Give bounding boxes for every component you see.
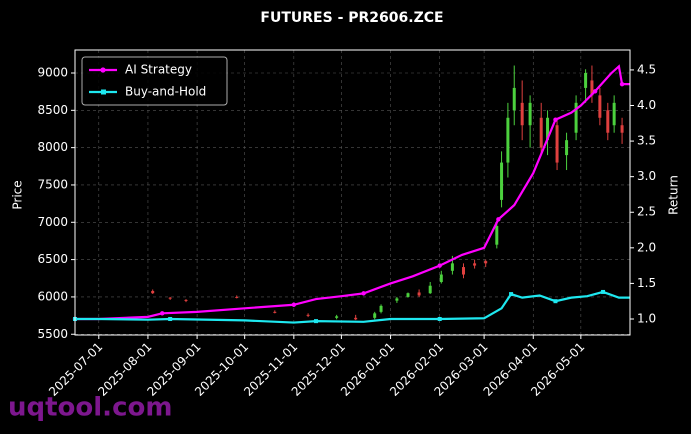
y-tick-label: 6000: [37, 289, 68, 303]
candle-body: [512, 87, 516, 111]
y2-tick-label: 3.5: [637, 134, 656, 148]
return-line: [75, 64, 630, 321]
candle-body: [500, 162, 504, 200]
candle-body: [612, 102, 616, 126]
line-marker: [314, 319, 319, 324]
candle-body: [306, 314, 310, 316]
y-tick-label: 7500: [37, 177, 68, 191]
line-marker: [496, 217, 501, 222]
candle-body: [406, 293, 410, 297]
watermark: uqtool.com: [8, 393, 172, 423]
y2-axis-label: Return: [667, 175, 681, 215]
line-marker: [437, 316, 442, 321]
candle-body: [439, 274, 443, 283]
chart-title: FUTURES - PR2606.ZCE: [260, 10, 443, 26]
candle-body: [168, 297, 172, 299]
line-marker: [619, 81, 625, 87]
line-marker: [553, 299, 558, 304]
candle-body: [546, 117, 550, 141]
candle-body: [184, 299, 188, 301]
y2-tick-label: 4.0: [637, 98, 656, 112]
candle-body: [528, 102, 532, 126]
y-tick-label: 9000: [37, 65, 68, 79]
candle-body: [598, 95, 602, 118]
candle-body: [495, 226, 499, 245]
y-axis-label: Price: [11, 180, 25, 209]
line-marker: [601, 289, 606, 294]
legend-marker: [100, 67, 106, 73]
candle-body: [450, 263, 454, 271]
y2-tick-label: 2.5: [637, 205, 656, 219]
candle-body: [539, 117, 543, 148]
y-tick-label: 7000: [37, 215, 68, 229]
y2-tick-label: 3.0: [637, 169, 656, 183]
candle-body: [151, 290, 155, 294]
candle-body: [379, 305, 383, 312]
candle-body: [428, 285, 432, 294]
y-tick-label: 8000: [37, 140, 68, 154]
legend-marker: [101, 89, 106, 95]
legend-box: [81, 56, 228, 106]
candle-body: [565, 140, 569, 156]
y2-tick-label: 4.5: [637, 62, 656, 76]
candle-body: [335, 316, 339, 318]
plot-frame: [74, 49, 631, 336]
y-tick-label: 6500: [37, 252, 68, 266]
candle-body: [235, 296, 239, 298]
candle-body: [620, 125, 624, 133]
candle-body: [590, 80, 594, 96]
legend-label: Buy-and-Hold: [125, 85, 206, 99]
candle-body: [520, 102, 524, 126]
candle-body: [555, 125, 559, 163]
y2-tick-label: 1.5: [637, 276, 656, 290]
candle-body: [273, 311, 277, 313]
line-marker: [291, 302, 297, 307]
candle-body: [574, 102, 578, 133]
candle-body: [462, 267, 465, 275]
y2-tick-label: 2.0: [637, 240, 656, 254]
candle-body: [606, 110, 610, 133]
candle-body: [354, 317, 358, 320]
candle-body: [473, 263, 477, 266]
line-marker: [160, 311, 165, 316]
y-tick-label: 8500: [37, 103, 68, 117]
return-line: [75, 290, 630, 324]
line-marker: [509, 292, 514, 297]
line-marker: [361, 291, 366, 296]
candle-body: [484, 261, 488, 264]
candle-body: [417, 292, 421, 296]
line-marker: [553, 117, 558, 122]
y-tick-label: 5500: [37, 327, 68, 341]
candle-body: [584, 72, 588, 88]
candle-body: [373, 313, 377, 318]
legend-label: AI Strategy: [125, 63, 192, 77]
candle-body: [506, 117, 510, 163]
y2-tick-label: 1.0: [637, 311, 656, 325]
line-marker: [592, 89, 598, 94]
line-marker: [168, 316, 173, 321]
candle-body: [395, 298, 399, 301]
line-marker: [437, 263, 442, 268]
